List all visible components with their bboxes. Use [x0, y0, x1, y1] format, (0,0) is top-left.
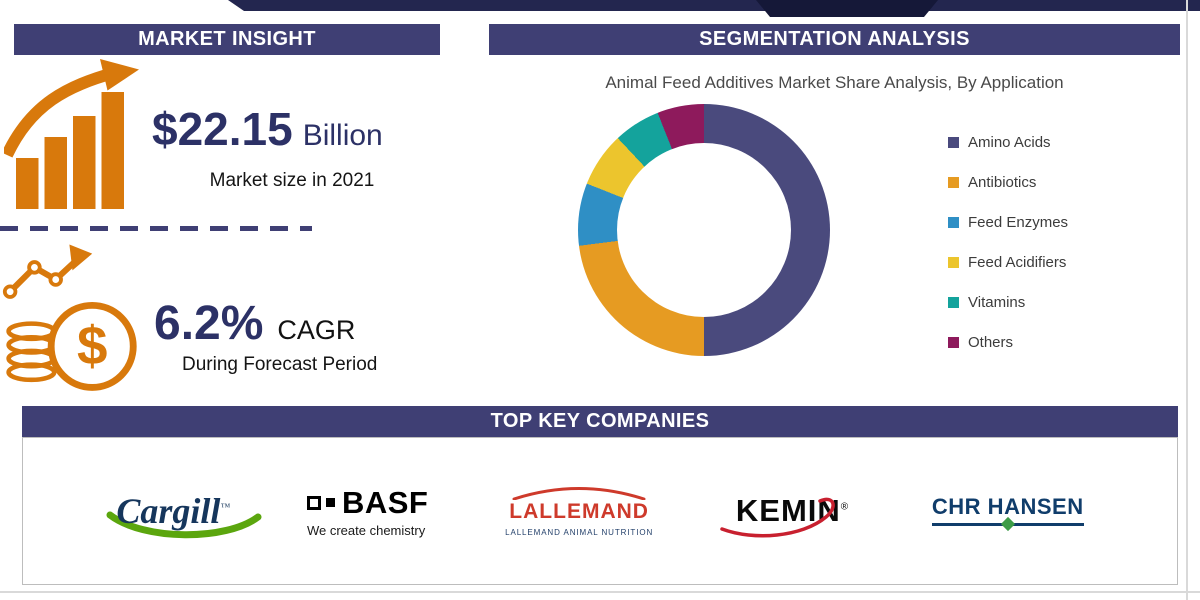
trademark-symbol: ™: [220, 502, 231, 513]
logo-cargill: Cargill™: [106, 490, 262, 539]
logo-lallemand: LALLEMAND LALLEMAND ANIMAL NUTRITION: [505, 486, 653, 537]
legend-label: Feed Acidifiers: [968, 253, 1067, 271]
legend-swatch: [948, 256, 959, 268]
legend-item: Others: [948, 331, 1068, 353]
market-size-caption: Market size in 2021: [209, 170, 375, 191]
legend-item: Feed Acidifiers: [948, 251, 1068, 273]
chart-legend: Amino Acids Antibiotics Feed Enzymes Feed A…: [948, 131, 1068, 353]
basf-mark: BASF: [306, 484, 429, 521]
coins-dollar-growth-icon: $: [2, 244, 137, 391]
legend-swatch: [948, 176, 959, 188]
chr-hansen-wordmark: CHR HANSEN: [931, 494, 1084, 526]
legend-label: Others: [968, 333, 1014, 351]
top-ribbon: [228, 0, 1200, 11]
basf-wordmark: BASF: [341, 484, 429, 520]
legend-swatch: [948, 136, 959, 148]
cargill-wordmark: Cargill™: [116, 491, 231, 531]
donut-hole: [617, 143, 791, 317]
basf-square-outline-icon: [306, 495, 321, 510]
legend-swatch: [948, 216, 959, 228]
registered-symbol: ®: [840, 501, 850, 513]
cagr-label: CAGR: [277, 315, 356, 345]
legend-label: Antibiotics: [968, 173, 1037, 191]
frame-bottom-edge: [0, 591, 1200, 593]
cagr-caption: During Forecast Period: [182, 354, 378, 375]
chart-title: Animal Feed Additives Market Share Analy…: [605, 73, 1064, 92]
cargill-leaf-swoosh-icon: [104, 511, 264, 541]
top-ribbon-fold: [756, 0, 938, 17]
legend-item: Vitamins: [948, 291, 1068, 313]
market-size: $22.15 Billion: [152, 102, 383, 156]
growth-bars-arrow-icon: [4, 59, 139, 209]
legend-label: Feed Enzymes: [968, 213, 1069, 231]
lallemand-wordmark: LALLEMAND: [509, 499, 649, 523]
logo-kemin: KEMIN®: [720, 493, 855, 538]
cagr-value: 6.2%: [154, 297, 264, 350]
companies-header: TOP KEY COMPANIES: [22, 406, 1178, 437]
logo-chr-hansen: CHR HANSEN: [931, 494, 1084, 531]
legend-item: Amino Acids: [948, 131, 1068, 153]
legend-item: Antibiotics: [948, 171, 1068, 193]
frame-right-edge: [1186, 0, 1188, 600]
market-size-value: $22.15: [152, 103, 293, 155]
kemin-wordmark: KEMIN®: [735, 493, 850, 528]
company-logos: Cargill™ BASF We create chemistry LALLEMAND…: [22, 437, 1178, 585]
cagr: 6.2% CAGR: [154, 296, 355, 351]
svg-text:$: $: [77, 315, 107, 377]
segmentation-header: SEGMENTATION ANALYSIS: [489, 24, 1180, 55]
market-insight-title: MARKET INSIGHT: [138, 28, 316, 50]
market-insight-header: MARKET INSIGHT: [14, 24, 440, 55]
lallemand-swoosh-icon: [509, 486, 649, 500]
lallemand-tagline: LALLEMAND ANIMAL NUTRITION: [505, 527, 654, 537]
legend-swatch: [948, 336, 959, 348]
legend-item: Feed Enzymes: [948, 211, 1068, 233]
segmentation-title: SEGMENTATION ANALYSIS: [699, 28, 970, 50]
logo-basf: BASF We create chemistry: [306, 484, 429, 538]
legend-label: Vitamins: [968, 293, 1026, 311]
legend-label: Amino Acids: [968, 133, 1051, 151]
basf-tagline: We create chemistry: [306, 522, 426, 538]
basf-square-solid-icon: [325, 498, 335, 507]
dashed-divider: [0, 226, 312, 231]
donut-chart: [578, 104, 830, 356]
legend-swatch: [948, 296, 959, 308]
market-size-unit: Billion: [302, 119, 383, 152]
companies-title: TOP KEY COMPANIES: [490, 410, 710, 432]
